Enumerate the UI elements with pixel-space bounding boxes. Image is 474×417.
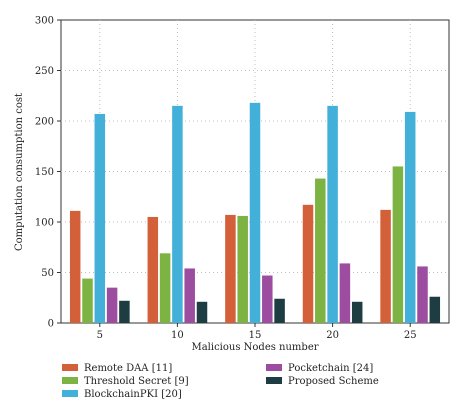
bar — [302, 204, 314, 323]
y-tick-label: 300 — [35, 16, 54, 27]
bar — [106, 287, 118, 323]
bar — [327, 105, 338, 323]
x-tick-label: 20 — [326, 330, 339, 341]
y-axis-ticks: 0 50 100 150 200 250 300 — [35, 16, 61, 330]
legend-swatch — [266, 377, 282, 384]
bar — [119, 300, 130, 323]
bar — [225, 214, 236, 323]
y-tick-label: 250 — [35, 66, 54, 77]
legend-label: BlockchainPKI [20] — [84, 389, 182, 400]
bar — [184, 268, 195, 323]
bar — [159, 253, 171, 323]
bar — [404, 111, 416, 323]
y-tick-label: 150 — [35, 167, 54, 178]
bar — [315, 178, 326, 323]
legend-swatch — [62, 390, 78, 397]
legend-label: Threshold Secret [9] — [84, 376, 189, 387]
legend: Remote DAA [11] Threshold Secret [9] Block… — [62, 363, 379, 400]
bar — [351, 301, 363, 323]
bar — [262, 275, 273, 323]
legend-label: Proposed Scheme — [288, 376, 379, 387]
y-tick-label: 200 — [35, 117, 54, 128]
bar — [82, 278, 93, 323]
x-tick-label: 15 — [249, 330, 262, 341]
legend-label: Pocketchain [24] — [288, 363, 373, 374]
x-axis-title: Malicious Nodes number — [191, 342, 318, 353]
bar — [429, 296, 441, 323]
bar — [417, 266, 428, 323]
legend-swatch — [266, 364, 282, 371]
bar — [274, 298, 285, 323]
y-tick-label: 0 — [48, 319, 54, 330]
bar — [392, 166, 404, 323]
legend-swatch — [62, 364, 78, 371]
y-axis-title: Computation consumption cost — [14, 93, 25, 251]
bar — [147, 216, 159, 323]
bar — [249, 102, 261, 323]
x-tick-label: 25 — [404, 330, 417, 341]
bar — [172, 105, 183, 323]
bar — [380, 209, 391, 323]
x-tick-label: 10 — [171, 330, 184, 341]
x-tick-label: 5 — [97, 330, 103, 341]
legend-swatch — [62, 377, 78, 384]
y-tick-label: 100 — [35, 218, 54, 229]
bar — [94, 113, 106, 324]
x-axis-ticks: 5 10 15 20 25 — [97, 323, 417, 341]
bar — [69, 210, 81, 323]
bars — [69, 102, 441, 324]
bar — [196, 301, 208, 323]
legend-label: Remote DAA [11] — [84, 363, 172, 374]
y-tick-label: 50 — [41, 268, 54, 279]
bar — [237, 215, 248, 323]
bar — [339, 263, 351, 323]
